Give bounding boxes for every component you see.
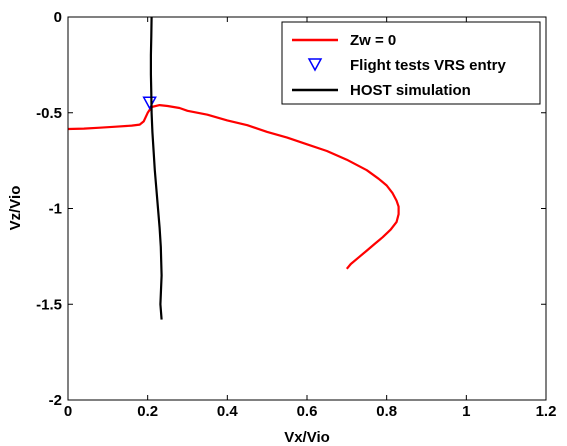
- y-tick-label: -1.5: [36, 296, 62, 313]
- y-tick-label: -0.5: [36, 105, 62, 122]
- series-line-0: [68, 103, 400, 270]
- series-marker: [142, 96, 157, 110]
- y-axis-label: Vz/Vio: [7, 186, 24, 231]
- legend-label-host-simulation: HOST simulation: [350, 82, 471, 99]
- x-tick-label: 0.2: [137, 403, 158, 420]
- x-tick-label: 1: [462, 403, 470, 420]
- x-tick-label: 0.8: [376, 403, 397, 420]
- legend-label-flight-tests: Flight tests VRS entry: [350, 57, 507, 74]
- y-tick-label: 0: [54, 9, 62, 26]
- y-tick-label: -2: [49, 392, 62, 409]
- x-tick-label: 1.2: [536, 403, 557, 420]
- legend-label-zw0: Zw = 0: [350, 32, 396, 49]
- x-tick-label: 0: [64, 403, 72, 420]
- plot-frame: [67, 16, 547, 401]
- y-axis-ticks: -2 -1.5 -1 -0.5 0: [36, 9, 546, 409]
- x-tick-label: 0.4: [217, 403, 239, 420]
- legend: Zw = 0 Flight tests VRS entry HOST simul…: [281, 21, 541, 105]
- legend-swatch-flight-tests: [307, 58, 323, 72]
- series-line-2: [149, 17, 163, 320]
- x-axis-label: Vx/Vio: [284, 429, 330, 446]
- y-tick-label: -1: [49, 201, 62, 218]
- plot-series: [68, 17, 400, 320]
- x-tick-label: 0.6: [297, 403, 318, 420]
